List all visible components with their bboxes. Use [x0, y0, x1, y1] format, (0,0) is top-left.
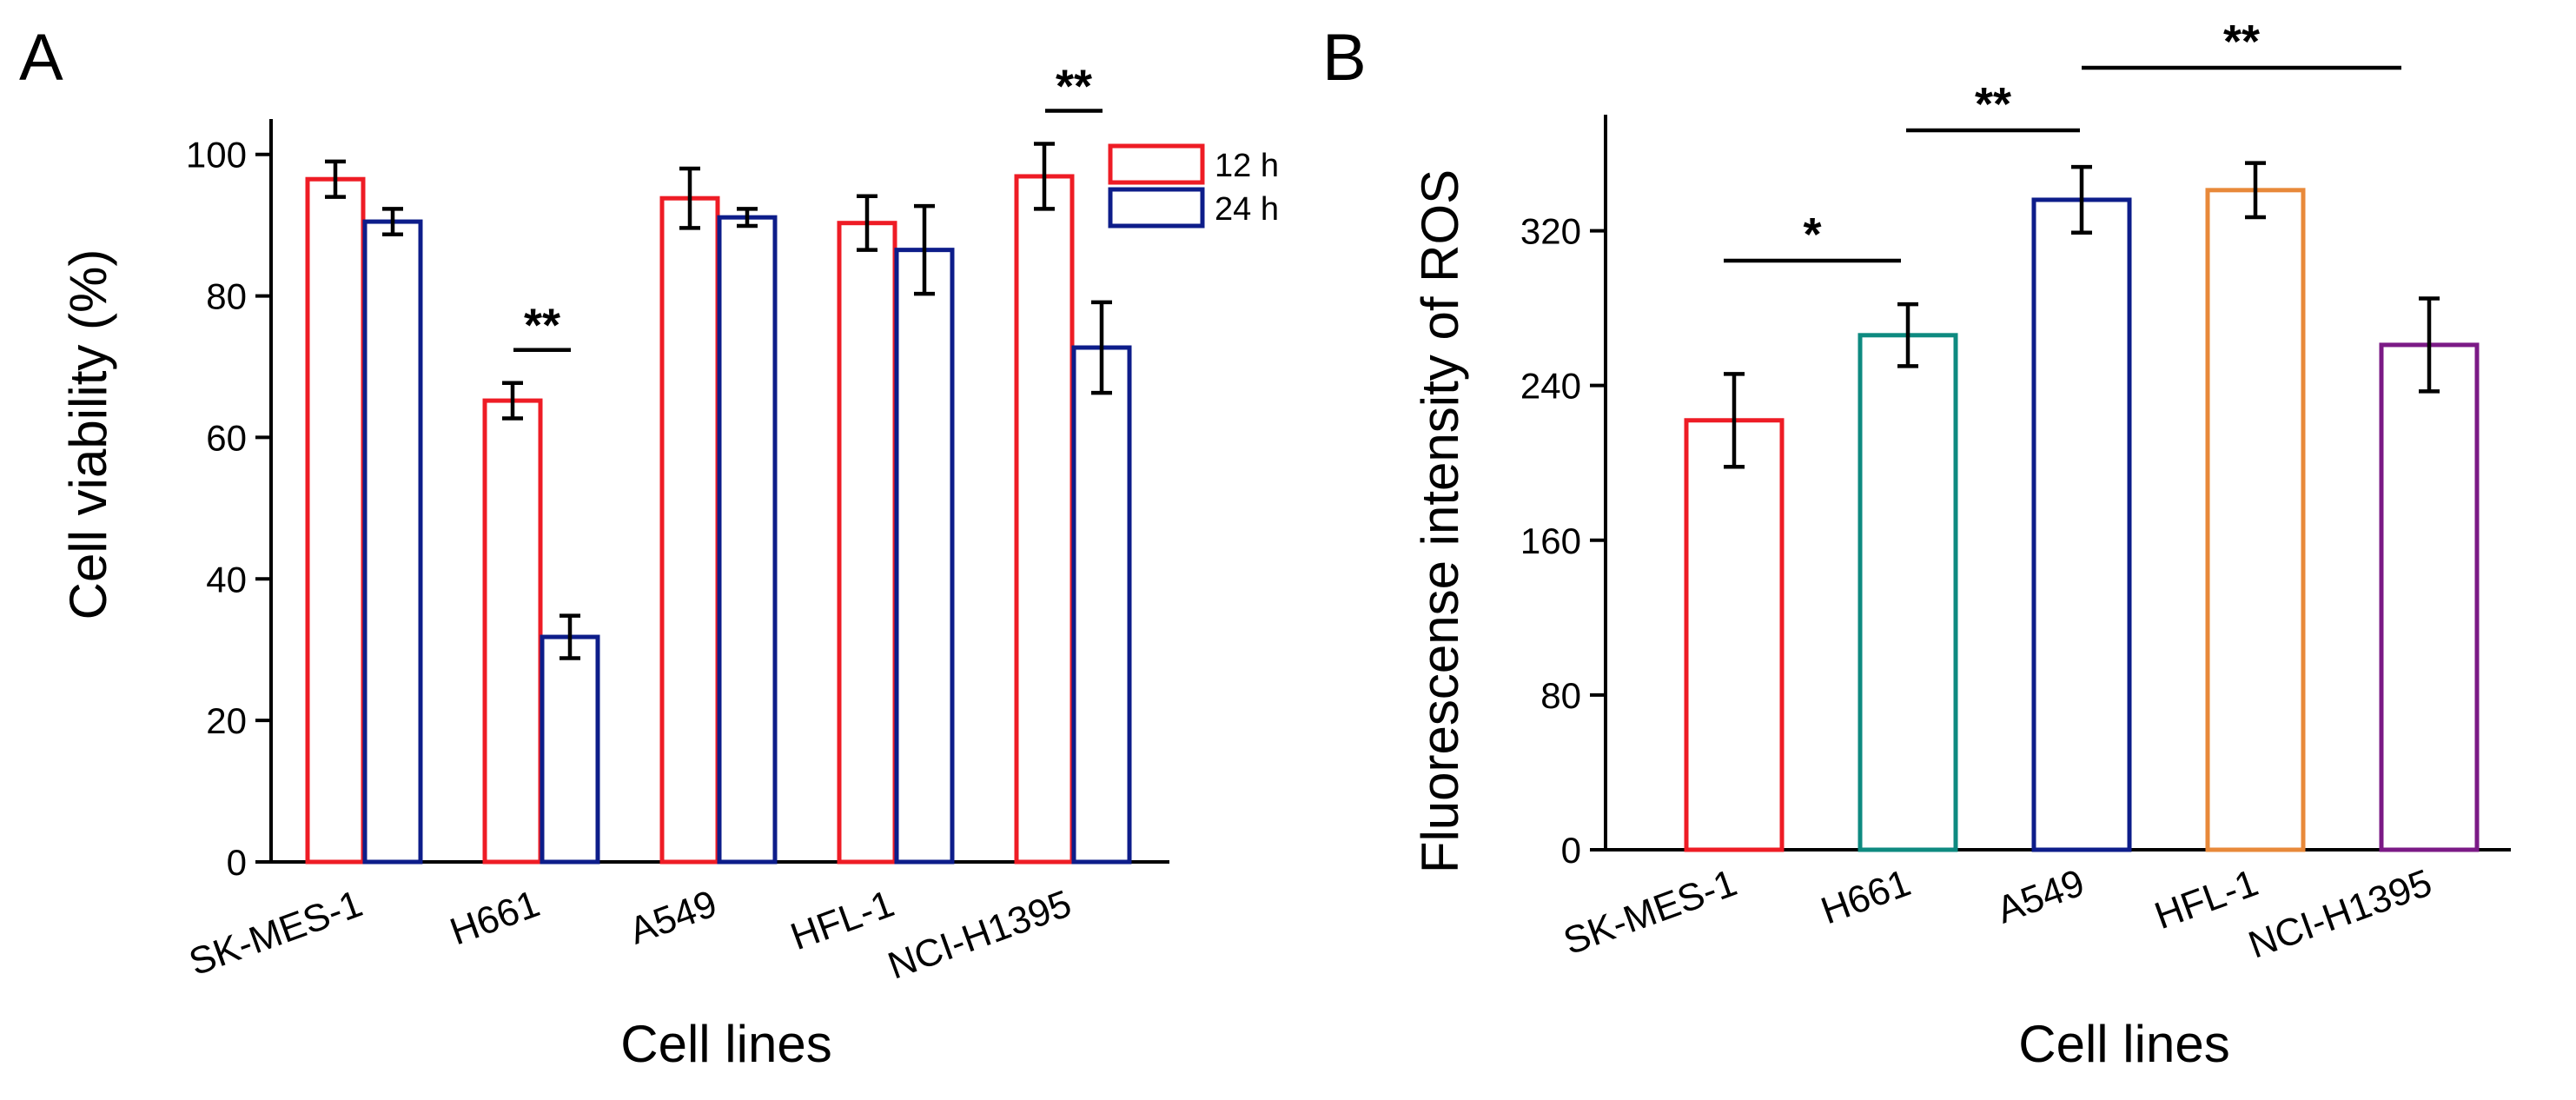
panel-b-significance-label: *	[1803, 209, 1821, 261]
panel-a-bar-12h-A549	[659, 195, 720, 865]
panel-b-letter: B	[1322, 21, 1367, 95]
panel-b-y-tick-label: 320	[1520, 211, 1581, 252]
panel-a-bar-24h-SK-MES-1	[362, 219, 423, 865]
panel-b-y-tick-label: 0	[1561, 830, 1581, 871]
panel-a-bar-24h-NCI-H1395	[1071, 345, 1132, 865]
panel-a-y-tick-label: 0	[227, 842, 247, 883]
panel-a-y-tick-label: 40	[206, 559, 247, 600]
panel-a-y-axis-title: Cell viability (%)	[59, 249, 117, 620]
panel-a-category-label: SK-MES-1	[183, 882, 368, 984]
panel-b-bar-H661	[1858, 333, 1958, 852]
panel-b-category-label: A549	[1991, 861, 2089, 931]
panel-a-bar-24h-HFL-1	[894, 248, 955, 865]
panel-a-y-tick-label: 80	[206, 276, 247, 317]
panel-a-y-tick-label: 60	[206, 417, 247, 458]
panel-a-bar-12h-NCI-H1395	[1014, 174, 1075, 865]
panel-a-legend-swatch	[1108, 143, 1205, 185]
panel-a-x-axis-title: Cell lines	[620, 1015, 831, 1073]
panel-a-legend-label: 12 h	[1215, 148, 1279, 184]
panel-b-y-tick-label: 240	[1520, 366, 1581, 407]
panel-b-y-tick-label: 80	[1540, 675, 1581, 716]
panel-b-bar-A549	[2031, 197, 2132, 852]
panel-b-significance-label: **	[1975, 78, 2011, 130]
panel-b-significance-label: **	[2223, 16, 2260, 68]
panel-b-bar-NCI-H1395	[2379, 342, 2480, 852]
panel-b-bar-HFL-1	[2205, 188, 2306, 852]
panel-a-category-label: NCI-H1395	[883, 882, 1077, 987]
panel-b-y-axis-title: Fluorescense intensity of ROS	[1411, 169, 1469, 873]
panel-a-legend-swatch	[1108, 187, 1205, 229]
panel-a-legend-label: 24 h	[1215, 191, 1279, 228]
panel-a-bar-12h-SK-MES-1	[305, 176, 366, 865]
panel-a-letter: A	[19, 21, 63, 95]
panel-a-category-label: A549	[624, 882, 722, 952]
panel-a-y-tick-label: 20	[206, 700, 247, 741]
panel-b-x-axis-title: Cell lines	[2018, 1015, 2229, 1073]
panel-a-chart: A Cell viability (%) Cell lines 0 20 40 60 8…	[19, 21, 1279, 1073]
panel-a-bar-12h-HFL-1	[837, 221, 897, 865]
panel-a-bar-12h-H661	[482, 398, 543, 865]
panel-a-significance-label: **	[1056, 61, 1092, 113]
panel-b-y-tick-label: 160	[1520, 520, 1581, 561]
panel-b-category-label: H661	[1816, 861, 1917, 932]
panel-a-bar-24h-A549	[717, 215, 778, 865]
panel-a-category-label: H661	[445, 882, 546, 953]
panel-a-significance-label: **	[524, 300, 560, 352]
panel-b-bar-SK-MES-1	[1684, 418, 1785, 852]
panel-b-chart: B Fluorescense intensity of ROS Cell lin…	[1322, 16, 2511, 1073]
panel-b-category-label: NCI-H1395	[2243, 861, 2438, 966]
panel-b-category-label: SK-MES-1	[1558, 861, 1742, 963]
panel-a-y-tick-label: 100	[186, 135, 247, 176]
panel-a-bar-24h-H661	[540, 634, 600, 865]
